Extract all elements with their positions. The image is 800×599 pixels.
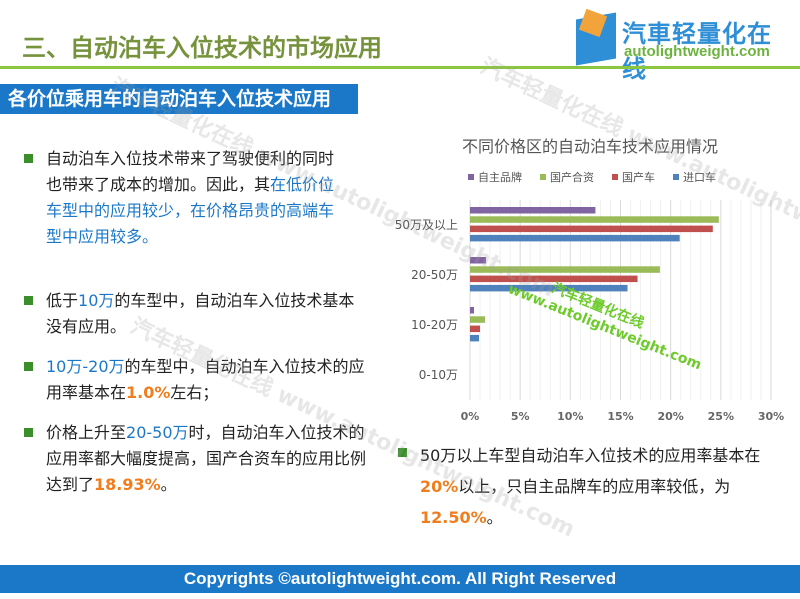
bar-国产合资 bbox=[470, 266, 660, 273]
logo-text-en: autolightweight.com bbox=[624, 43, 770, 60]
y-category-label: 20-50万 bbox=[411, 268, 458, 282]
y-category-label: 0-10万 bbox=[419, 368, 458, 382]
bar-进口车 bbox=[470, 234, 680, 242]
bullet-square-icon bbox=[24, 362, 33, 371]
legend-label: 自主品牌 bbox=[478, 170, 522, 184]
bullet-square-icon bbox=[24, 296, 33, 305]
bullet-text: 时，自动泊车入位技术的应用率都大幅度提高，国产合资车的应用比例达到了 bbox=[46, 423, 367, 494]
bar-自主品牌 bbox=[470, 307, 475, 314]
logo: 汽車轻量化在线 autolightweight.com bbox=[572, 8, 792, 83]
legend-swatch bbox=[612, 174, 618, 180]
bar-国产合资 bbox=[470, 216, 719, 223]
x-tick-label: 20% bbox=[657, 410, 683, 423]
bar-国产合资 bbox=[470, 316, 486, 323]
bullet-text: 的车型中，自动泊车入位技术基本没有应用。 bbox=[46, 291, 355, 336]
bullet-text: 低于 bbox=[46, 291, 79, 310]
x-tick-label: 0% bbox=[461, 410, 480, 423]
bullet-item: 自动泊车入位技术带来了驾驶便利的同时也带来了成本的增加。因此，其在低价位车型中的… bbox=[24, 146, 346, 250]
legend-swatch bbox=[673, 174, 679, 180]
bullet-square-icon bbox=[398, 448, 407, 457]
x-tick-label: 25% bbox=[708, 410, 734, 423]
bullet-text: 18.93% bbox=[94, 475, 161, 494]
bullet-text: 12.50% bbox=[420, 508, 487, 527]
bullet-square-icon bbox=[24, 154, 33, 163]
bullet-text: 以上，只自主品牌车的应用率较低，为 bbox=[458, 477, 731, 496]
bullet-text: 的车型中，自动泊车入位技术的应用率基本在 bbox=[46, 357, 365, 402]
y-category-label: 50万及以上 bbox=[395, 218, 458, 232]
bar-国产车 bbox=[470, 275, 638, 283]
bullet-square-icon bbox=[24, 428, 33, 437]
logo-text-cn: 汽車轻量化在线 bbox=[622, 20, 772, 83]
bullet-item: 价格上升至20-50万时，自动泊车入位技术的应用率都大幅度提高，国产合资车的应用… bbox=[24, 420, 376, 498]
bullet-text: 在低价位车型中的应用较少，在价格昂贵的高端车型中应用较多。 bbox=[46, 175, 335, 246]
bullet-text: 10万 bbox=[78, 291, 115, 310]
bar-自主品牌 bbox=[470, 257, 487, 264]
page-title: 三、自动泊车入位技术的市场应用 bbox=[22, 34, 382, 62]
legend-label: 进口车 bbox=[683, 170, 716, 184]
bullet-item: 低于10万的车型中，自动泊车入位技术基本没有应用。 bbox=[24, 288, 366, 340]
header-divider bbox=[0, 66, 800, 69]
footer-copyright: Copyrights ©autolightweight.com. All Rig… bbox=[0, 565, 800, 593]
legend-label: 国产合资 bbox=[550, 170, 594, 184]
x-tick-label: 15% bbox=[607, 410, 633, 423]
bullet-text: 自动泊车入位技术带来了驾驶便利的同时也带来了成本的增加。因此，其 bbox=[46, 149, 335, 194]
bar-进口车 bbox=[470, 334, 480, 342]
bullet-item: 10万-20万的车型中，自动泊车入位技术的应用率基本在1.0%左右； bbox=[24, 354, 376, 406]
legend-swatch bbox=[540, 174, 546, 180]
legend-swatch bbox=[468, 174, 474, 180]
bullet-item: 50万以上车型自动泊车入位技术的应用率基本在 20%以上，只自主品牌车的应用率较低… bbox=[398, 440, 775, 533]
bullet-text: 。 bbox=[160, 475, 177, 494]
legend-label: 国产车 bbox=[622, 170, 655, 184]
section-subtitle: 各价位乘用车的自动泊车入位技术应用 bbox=[0, 84, 358, 114]
bullet-text: 20-50万 bbox=[126, 423, 189, 442]
bar-进口车 bbox=[470, 284, 628, 292]
bullet-text: 20% bbox=[420, 477, 459, 496]
x-tick-label: 10% bbox=[557, 410, 583, 423]
bullet-text: 1.0% bbox=[126, 383, 171, 402]
bullet-text: 50万以上车型自动泊车入位技术的应用率基本在 bbox=[420, 446, 761, 465]
x-tick-label: 5% bbox=[511, 410, 530, 423]
y-category-label: 10-20万 bbox=[411, 318, 458, 332]
bullet-text: 左右； bbox=[170, 383, 219, 402]
bar-自主品牌 bbox=[470, 207, 596, 214]
bar-国产车 bbox=[470, 225, 713, 233]
chart-title: 不同价格区的自动泊车技术应用情况 bbox=[462, 137, 718, 156]
x-tick-label: 30% bbox=[758, 410, 784, 423]
bullet-text: 价格上升至 bbox=[46, 423, 127, 442]
bar-国产车 bbox=[470, 325, 481, 333]
bullet-text: 10万-20万 bbox=[46, 357, 125, 376]
bullet-text: 。 bbox=[486, 508, 503, 527]
